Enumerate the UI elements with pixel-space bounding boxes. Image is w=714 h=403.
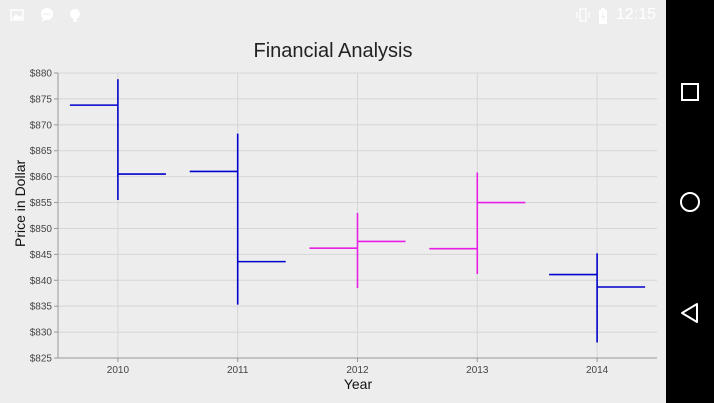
vibrate-icon <box>576 8 590 22</box>
recent-apps-icon <box>681 83 699 101</box>
x-axis-title: Year <box>343 376 373 392</box>
x-tick-label: 2013 <box>466 365 489 376</box>
back-button[interactable] <box>666 289 714 337</box>
navigation-bar <box>666 0 714 403</box>
status-time: 12:15 <box>615 6 656 23</box>
y-tick-label: $865 <box>30 146 53 157</box>
y-tick-label: $845 <box>30 250 53 261</box>
chart-container: Financial Analysis Price in Dollar Year … <box>0 32 666 403</box>
y-tick-label: $880 <box>30 69 53 80</box>
back-icon <box>681 303 698 323</box>
notification-icon <box>68 8 82 22</box>
home-icon <box>680 192 700 212</box>
battery-icon <box>596 8 610 24</box>
x-tick-label: 2011 <box>227 365 249 376</box>
image-icon <box>10 8 24 22</box>
status-bar: 12:15 <box>0 0 666 32</box>
y-tick-label: $860 <box>30 172 53 183</box>
y-tick-label: $875 <box>30 94 53 105</box>
chat-bubble-icon <box>40 8 54 22</box>
y-tick-label: $850 <box>30 224 53 235</box>
home-button[interactable] <box>666 178 714 226</box>
chart-title: Financial Analysis <box>253 40 413 62</box>
y-tick-label: $830 <box>30 328 53 339</box>
y-tick-label: $840 <box>30 276 53 287</box>
y-tick-label: $855 <box>30 198 53 209</box>
chart-plot: $825 $830 $835 $840 $845 $850 $855 $860 $865 $870… <box>30 69 657 376</box>
y-tick-label: $825 <box>30 354 53 365</box>
y-tick-label: $835 <box>30 302 53 313</box>
recent-apps-button[interactable] <box>666 68 714 116</box>
x-tick-label: 2014 <box>586 365 609 376</box>
x-tick-label: 2010 <box>107 365 130 376</box>
x-tick-label: 2012 <box>346 365 369 376</box>
y-tick-label: $870 <box>30 120 53 131</box>
